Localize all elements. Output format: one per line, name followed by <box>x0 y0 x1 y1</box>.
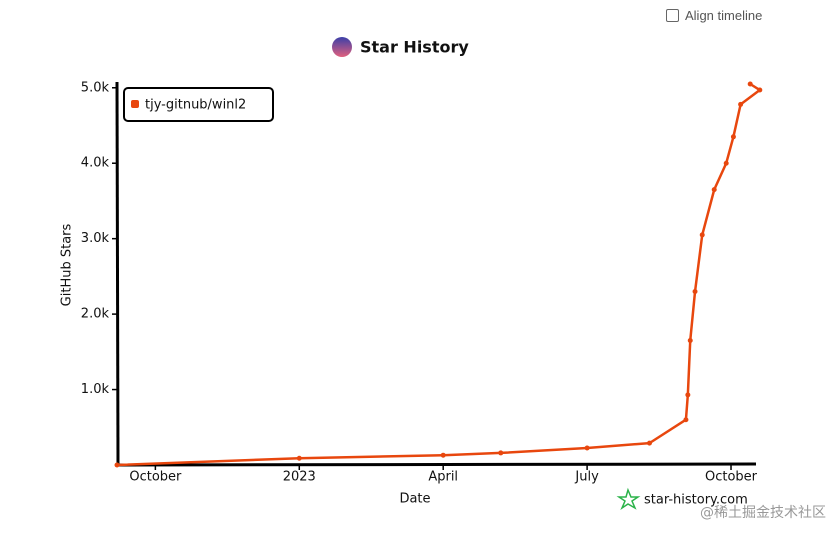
point <box>584 445 590 451</box>
point <box>498 450 504 456</box>
point <box>685 392 691 398</box>
point <box>723 160 729 166</box>
legend-swatch <box>131 100 139 108</box>
point <box>687 338 693 344</box>
checkbox[interactable] <box>666 9 679 22</box>
watermark-text: star-history.com <box>644 493 748 508</box>
y-tick-label: 1.0k <box>81 382 110 397</box>
point <box>296 455 302 461</box>
x-axis <box>116 462 757 467</box>
x-tick-label: July <box>574 470 599 485</box>
x-tick-label: October <box>705 470 758 485</box>
point <box>757 87 763 93</box>
x-tick-label: April <box>428 470 458 485</box>
y-tick-label: 5.0k <box>81 80 110 95</box>
watermark <box>616 487 641 511</box>
chart-title: Star History <box>360 38 469 57</box>
legend-box <box>123 87 274 122</box>
legend-entry: tjy-gitnub/winl2 <box>145 98 246 113</box>
footer: @稀土掘金技术社区 <box>700 505 826 521</box>
x-tick-label: 2023 <box>283 470 316 485</box>
point <box>683 417 689 423</box>
point <box>440 452 446 458</box>
point <box>692 288 698 294</box>
x-axis-label: Date <box>399 492 430 507</box>
y-axis-label: GitHub Stars <box>60 223 75 306</box>
point <box>711 187 717 193</box>
series-line <box>116 82 762 467</box>
point <box>747 81 753 87</box>
y-tick-label: 3.0k <box>81 231 110 246</box>
y-tick-label: 4.0k <box>81 156 110 171</box>
point <box>699 232 705 238</box>
point <box>730 134 736 140</box>
align-label[interactable]: Align timeline <box>685 8 763 23</box>
x-tick-label: October <box>129 470 182 485</box>
point <box>114 462 120 468</box>
y-axis <box>115 81 120 467</box>
point <box>738 101 744 107</box>
logo <box>332 37 352 57</box>
align-timeline[interactable]: Align timeline <box>666 8 762 23</box>
point <box>646 440 652 446</box>
y-tick-label: 2.0k <box>81 307 110 322</box>
